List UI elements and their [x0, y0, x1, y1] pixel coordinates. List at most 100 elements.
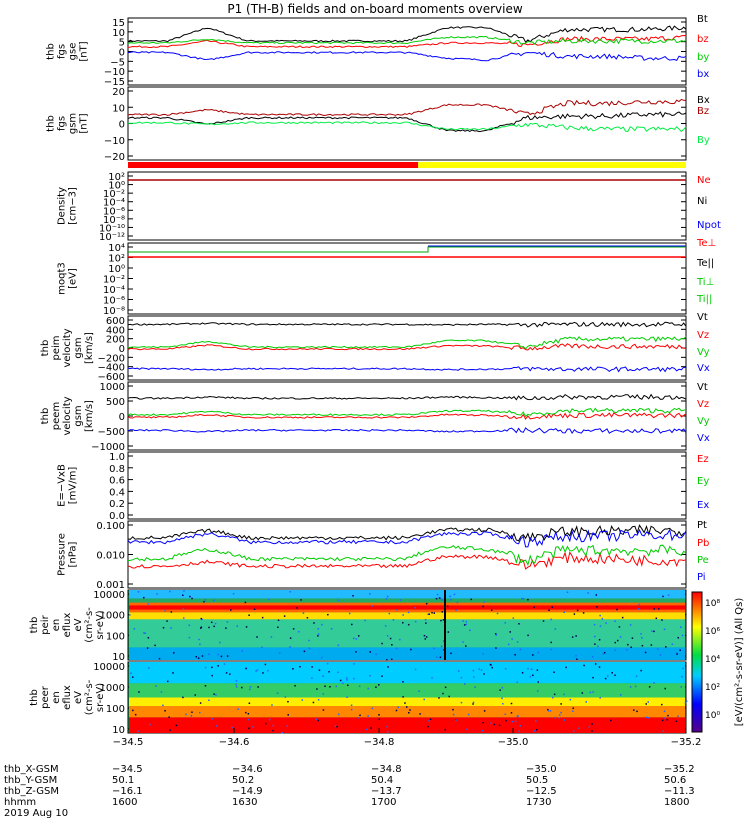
- heatmap-speck: [405, 706, 408, 708]
- y-axis-label: [nT]: [79, 41, 90, 61]
- heatmap-speck: [501, 697, 503, 700]
- y-tick-label: 1.0: [109, 452, 125, 463]
- heatmap-speck: [203, 600, 205, 603]
- y-tick-label: 0.0: [109, 511, 125, 522]
- y-tick-label: 500: [106, 397, 125, 408]
- heatmap-speck: [189, 595, 191, 598]
- heatmap-speck: [472, 701, 475, 704]
- heatmap-speck: [191, 597, 193, 600]
- y-tick-label: 10: [112, 652, 125, 663]
- heatmap-speck: [516, 681, 518, 683]
- heatmap-speck: [661, 719, 664, 722]
- heatmap-speck: [358, 716, 360, 719]
- x-tick-label: −34.5: [113, 737, 144, 748]
- footer-value: −12.5: [526, 786, 557, 797]
- heatmap-speck: [682, 667, 684, 670]
- heatmap-speck: [211, 666, 213, 669]
- heatmap-speck: [353, 663, 355, 665]
- y-axis-label: (cm²-s-: [84, 679, 95, 715]
- heatmap-speck: [216, 725, 218, 727]
- heatmap-speck: [474, 686, 476, 688]
- legend-Vz: Vz: [697, 330, 709, 341]
- heatmap-speck: [328, 670, 330, 673]
- heatmap-speck: [134, 713, 137, 716]
- mode-bar-yellow: [418, 162, 686, 168]
- heatmap-speck: [182, 696, 184, 699]
- heatmap-speck: [300, 599, 302, 601]
- heatmap-speck: [431, 611, 433, 614]
- heatmap-speck: [407, 611, 410, 614]
- heatmap-speck: [317, 698, 320, 701]
- y-axis-label: gsm: [68, 113, 79, 134]
- footer-value: 50.4: [371, 775, 394, 786]
- heatmap-speck: [633, 709, 635, 711]
- heatmap-speck: [512, 617, 515, 619]
- heatmap-speck: [336, 725, 338, 728]
- heatmap-speck: [640, 633, 642, 635]
- heatmap-speck: [666, 718, 668, 721]
- heatmap-speck: [396, 609, 398, 611]
- y-axis-label: eflux: [62, 685, 73, 710]
- series-line-Vt: [127, 321, 687, 328]
- heatmap-speck: [252, 726, 254, 728]
- series-line-Bx: [127, 111, 687, 133]
- footer: thb_X-GSM −34.5 −34.6 −34.8 −35.0 −35.2 thb_Y-…: [4, 764, 695, 819]
- footer-value: −35.0: [526, 764, 557, 775]
- y-axis-label: sr-eV): [95, 610, 106, 639]
- heatmap-speck: [168, 716, 170, 718]
- heatmap-speck: [175, 724, 178, 727]
- y-tick-label: 10: [112, 103, 125, 114]
- heatmap-speck: [371, 605, 373, 607]
- heatmap-speck: [208, 626, 210, 629]
- heatmap-speck: [433, 647, 435, 650]
- y-axis-label: thb: [29, 617, 40, 634]
- footer-value: −34.6: [232, 764, 263, 775]
- legend-Vt: Vt: [697, 382, 708, 393]
- heatmap-speck: [424, 638, 427, 640]
- heatmap-speck: [575, 654, 577, 657]
- heatmap-speck: [679, 649, 681, 651]
- heatmap-speck: [616, 639, 619, 642]
- y-tick-label: 0: [119, 412, 125, 423]
- legend-Pb: Pb: [697, 538, 709, 549]
- heatmap-speck: [247, 718, 250, 721]
- heatmap-speck: [462, 641, 464, 643]
- heatmap-speck: [472, 703, 474, 705]
- heatmap-speck: [662, 595, 664, 598]
- footer-value: 50.1: [112, 775, 135, 786]
- heatmap-speck: [438, 597, 441, 599]
- heatmap-speck: [289, 590, 291, 593]
- heatmap-speck: [549, 710, 552, 712]
- heatmap-speck: [198, 638, 200, 641]
- heatmap-speck: [640, 669, 642, 672]
- heatmap-speck: [547, 708, 549, 711]
- heatmap-speck: [355, 651, 357, 653]
- heatmap-speck: [504, 622, 507, 624]
- heatmap-speck: [294, 684, 296, 687]
- heatmap-speck: [302, 612, 305, 614]
- heatmap-speck: [317, 719, 320, 722]
- heatmap-speck: [199, 711, 201, 714]
- legend-Ey: Ey: [697, 476, 709, 487]
- heatmap-speck: [591, 730, 593, 732]
- y-tick-label: 0.4: [109, 487, 125, 498]
- heatmap-speck: [346, 677, 348, 679]
- heatmap-speck: [537, 681, 539, 683]
- heatmap-speck: [299, 665, 301, 668]
- y-axis-label: eflux: [62, 613, 73, 638]
- heatmap-speck: [428, 720, 430, 722]
- series-line-Vz: [127, 412, 687, 421]
- heatmap-speck: [364, 619, 366, 622]
- heatmap-speck: [419, 713, 421, 715]
- footer-value: 50.2: [232, 775, 255, 786]
- heatmap-speck: [510, 702, 513, 705]
- heatmap-speck: [324, 685, 326, 688]
- y-axis-label: E=−VxB: [57, 464, 68, 507]
- heatmap-speck: [594, 643, 596, 645]
- heatmap-speck: [339, 679, 342, 682]
- footer-row: thb_Z-GSM −16.1 −14.9 −13.7 −12.5 −11.3: [4, 786, 695, 797]
- heatmap-band: [129, 717, 685, 733]
- heatmap-speck: [317, 635, 319, 637]
- heatmap-speck: [256, 669, 259, 671]
- heatmap-speck: [182, 607, 185, 610]
